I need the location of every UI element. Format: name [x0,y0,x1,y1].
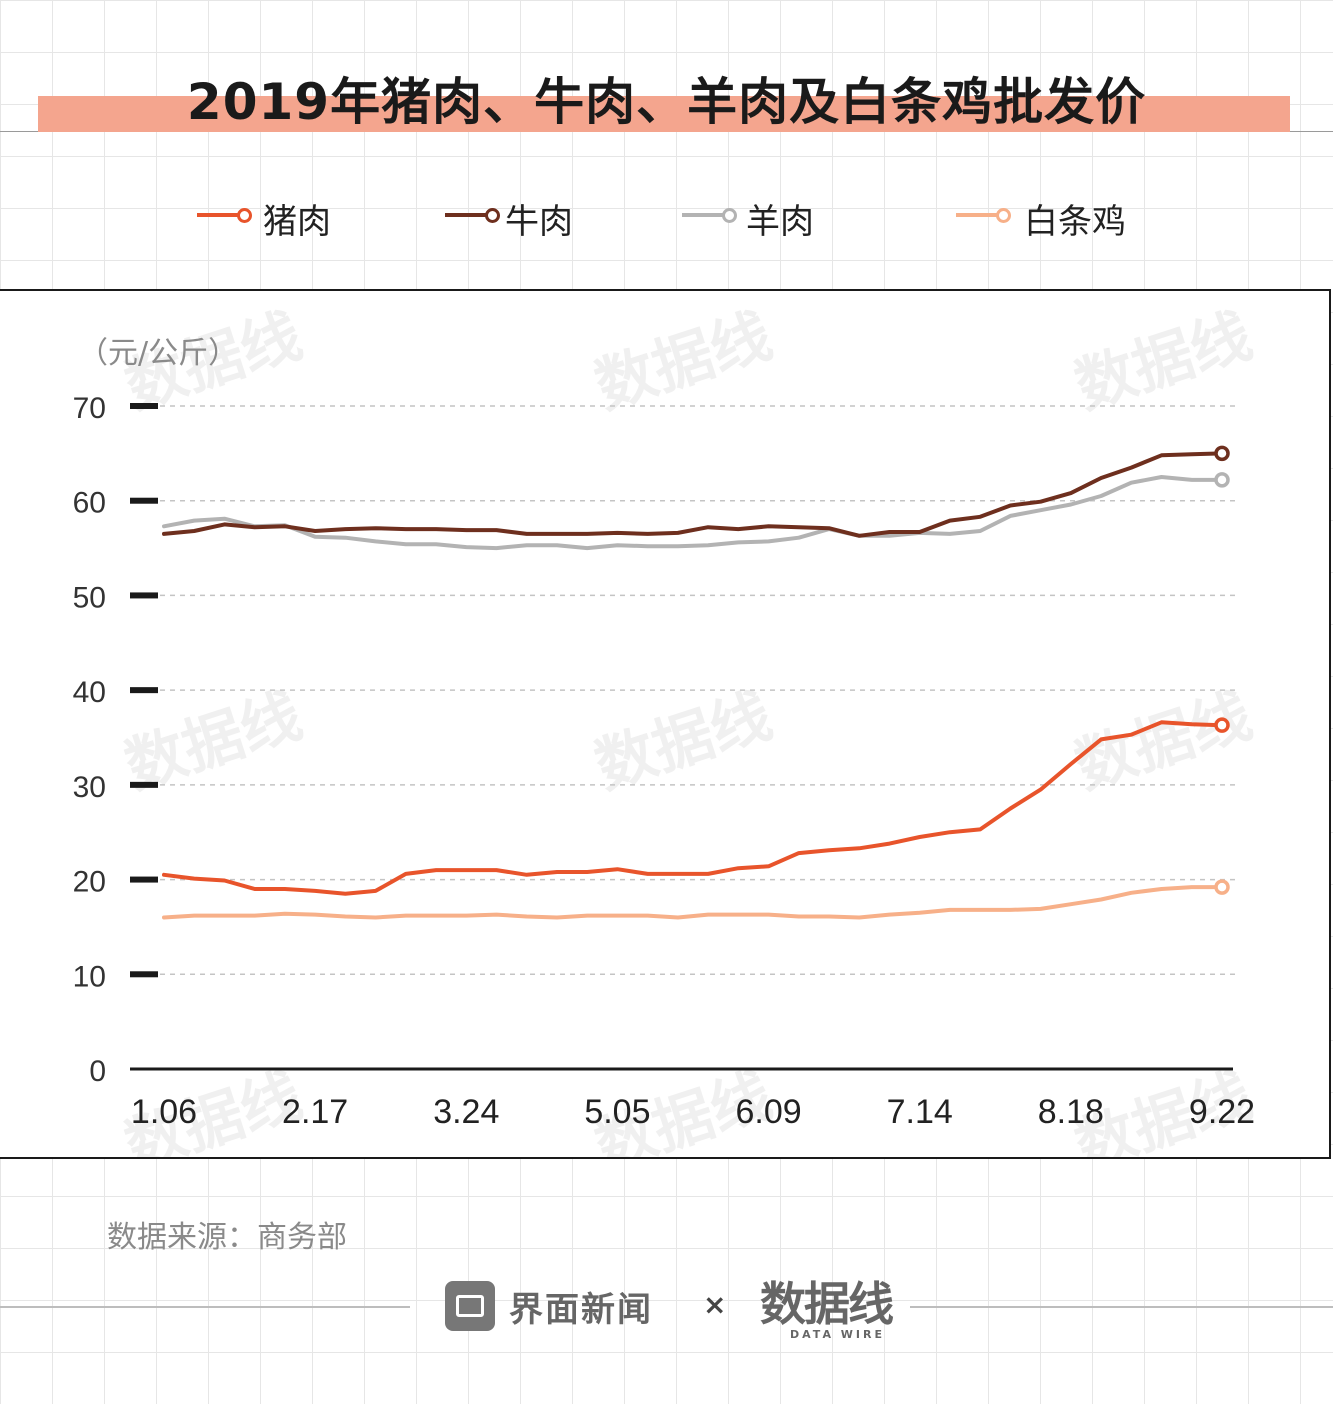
legend-label-mutton: 羊肉 [746,202,814,242]
brand-secondary-sub: DATA WIRE [790,1328,885,1341]
legend-swatch-mutton [682,213,730,217]
watermarks: 数据线 数据线 数据线 数据线 数据线 数据线 数据线 数据线 数据线 [117,301,1260,1157]
legend-marker-beef [485,208,500,223]
legend-marker-pork [237,208,252,223]
legend-label-pork: 猪肉 [263,202,331,242]
x-tick-label: 9.22 [1189,1093,1255,1131]
y-tick-label: 70 [73,392,106,425]
title-highlight-band [38,96,1290,132]
legend-label-beef: 牛肉 [505,202,573,242]
y-tick-mark [130,687,158,694]
y-axis-label: （元/公斤） [78,336,238,371]
brand-jiemian: 界面新闻 [445,1281,653,1331]
y-tick-mark [130,876,158,883]
series-end-marker [1214,445,1230,462]
y-tick-label: 50 [73,581,106,614]
title-area: 2019年猪肉、牛肉、羊肉及白条鸡批发价 [0,0,1333,140]
gridlines [130,405,1235,1071]
footer-divider-left [0,1306,410,1308]
series-end-marker [1214,717,1230,733]
x-tick-label: 8.18 [1038,1093,1104,1131]
y-tick-label: 60 [73,487,106,520]
watermark-logo: 数据线 [587,301,780,423]
legend-swatch-beef [445,213,493,217]
series-line [162,885,1224,920]
y-axis-ticks: 0 10 20 30 40 50 60 70 [73,392,158,1088]
watermark-logo: 数据线 [1067,301,1260,423]
brand-separator: × [703,1288,727,1321]
legend-marker-mutton [722,208,737,223]
y-tick-label: 10 [73,960,106,993]
x-tick-label: 2.17 [282,1093,348,1131]
x-tick-label: 7.14 [887,1093,953,1131]
y-tick-mark [130,781,158,788]
y-tick-mark [130,971,158,978]
series-line [162,475,1224,551]
x-tick-label: 6.09 [735,1093,801,1131]
x-axis-ticks: 1.06 2.17 3.24 5.05 6.09 7.14 8.18 9.22 [131,1093,1255,1131]
line-chart: 数据线 数据线 数据线 数据线 数据线 数据线 数据线 数据线 数据线 （元/公… [73,301,1260,1157]
brand-primary-name: 界面新闻 [509,1289,653,1330]
y-tick-label: 20 [73,866,106,899]
series-lines [162,445,1230,920]
legend-label-chicken: 白条鸡 [1024,202,1126,242]
series-line [162,451,1224,538]
x-tick-label: 1.06 [131,1093,197,1131]
footer-divider-right [910,1306,1333,1308]
y-tick-label: 30 [73,771,106,804]
chart-legend: 猪肉 牛肉 羊肉 白条鸡 [0,190,1333,242]
x-tick-label: 5.05 [584,1093,650,1131]
series-line [162,720,1224,896]
y-tick-mark [130,497,158,504]
x-tick-label: 3.24 [433,1093,499,1131]
legend-swatch-pork [197,213,245,217]
jiemian-logo-icon [445,1281,495,1331]
y-tick-mark [130,592,158,599]
series-end-marker [1214,879,1230,895]
brand-datawire: 数据线 DATA WIRE [760,1268,910,1348]
y-tick-label: 0 [89,1055,106,1088]
chart-title: 2019年猪肉、牛肉、羊肉及白条鸡批发价 [186,73,1147,131]
chart-panel: 数据线 数据线 数据线 数据线 数据线 数据线 数据线 数据线 数据线 （元/公… [0,289,1331,1159]
brand-secondary-name: 数据线 [760,1277,894,1331]
legend-marker-chicken [996,208,1011,223]
y-tick-label: 40 [73,676,106,709]
data-source: 数据来源：商务部 [107,1220,347,1255]
y-tick-mark [130,403,158,409]
series-end-marker [1214,472,1230,488]
legend-swatch-chicken [956,213,1004,217]
